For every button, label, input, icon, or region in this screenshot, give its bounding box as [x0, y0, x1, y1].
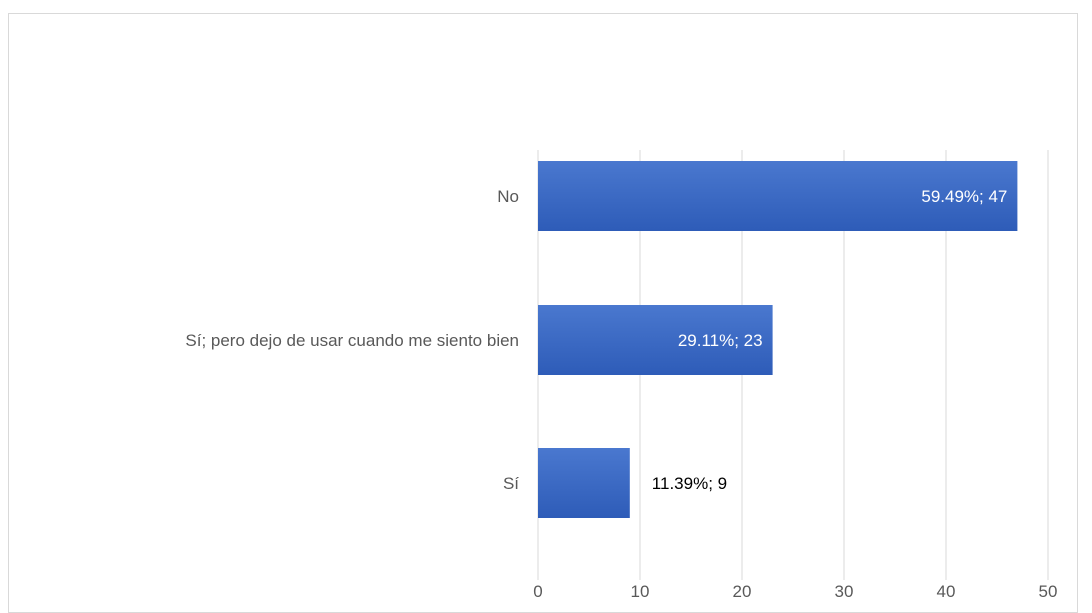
data-label: 59.49%; 47	[921, 187, 1007, 206]
x-tick-label: 10	[631, 582, 650, 601]
category-label: No	[497, 187, 519, 206]
data-label: 29.11%; 23	[678, 331, 763, 350]
category-label: Sí	[503, 474, 519, 493]
x-tick-label: 40	[937, 582, 956, 601]
x-tick-label: 30	[835, 582, 854, 601]
bar	[538, 161, 1018, 231]
x-tick-label: 50	[1039, 582, 1058, 601]
bar	[538, 305, 773, 375]
x-tick-label: 20	[733, 582, 752, 601]
category-label: Sí; pero dejo de usar cuando me siento b…	[185, 331, 519, 350]
tick-labels: 0 10 20 30 40 50	[533, 582, 1057, 601]
data-labels: 59.49%; 47 29.11%; 23 11.39%; 9	[652, 187, 1008, 493]
category-labels: No Sí; pero dejo de usar cuando me siento…	[185, 187, 519, 493]
x-tick-label: 0	[533, 582, 542, 601]
data-label: 11.39%; 9	[652, 474, 727, 493]
bar	[538, 448, 630, 518]
bars	[538, 161, 1018, 518]
